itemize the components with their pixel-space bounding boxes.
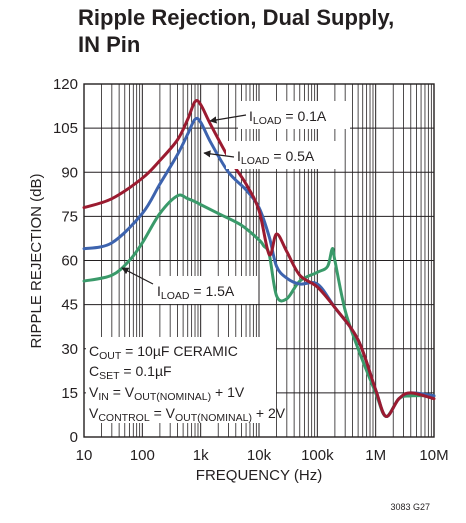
x-axis-label: FREQUENCY (Hz) xyxy=(196,467,322,484)
annotation-cset: CSET = 0.1µF xyxy=(89,363,172,382)
series-lines xyxy=(82,98,436,418)
y-tick-label: 45 xyxy=(61,297,78,314)
annotation-background xyxy=(86,337,276,423)
y-tick-label: 60 xyxy=(61,253,78,270)
series-label-iload-1-5a: ILOAD = 1.5A xyxy=(157,283,235,302)
series-line-iload-1-5a xyxy=(82,193,436,418)
y-axis-label: RIPPLE REJECTION (dB) xyxy=(28,173,45,348)
series-labels: ILOAD = 0.1A ILOAD = 0.5A ILOAD = 1.5A xyxy=(121,101,350,304)
x-tick-label: 10M xyxy=(419,447,448,464)
annotation-vin: VIN = VOUT(NOMINAL) + 1V xyxy=(89,384,245,403)
label-background xyxy=(238,101,350,129)
label-background xyxy=(146,276,258,304)
x-tick-label: 10k xyxy=(247,447,272,464)
y-tick-label: 75 xyxy=(61,208,78,225)
y-tick-label: 15 xyxy=(61,385,78,402)
y-tick-label: 30 xyxy=(61,341,78,358)
label-background xyxy=(226,141,338,169)
annotation-vcontrol: VCONTROL = VOUT(NOMINAL) + 2V xyxy=(89,405,286,424)
y-tick-label: 90 xyxy=(61,164,78,181)
x-tick-label: 100 xyxy=(130,447,155,464)
leader-arrow xyxy=(209,114,247,124)
annotation-cout: COUT = 10µF CERAMIC xyxy=(89,343,238,362)
plot-frame xyxy=(83,83,435,438)
x-tick-label: 1M xyxy=(365,447,386,464)
y-tick-label: 120 xyxy=(53,76,78,93)
y-tick-label: 105 xyxy=(53,120,78,137)
leader-arrow xyxy=(121,267,154,285)
tick-labels: 10 100 1k 10k 100k 1M 10M 0 15 30 45 60 75 90 105 120 xyxy=(53,76,449,464)
x-tick-label: 100k xyxy=(301,447,334,464)
figure-code: 3083 G27 xyxy=(390,502,430,512)
series-line-iload-0-1a xyxy=(82,98,436,418)
series-label-iload-0-1a: ILOAD = 0.1A xyxy=(249,108,327,127)
y-tick-label: 0 xyxy=(70,429,78,446)
x-tick-label: 1k xyxy=(193,447,209,464)
leader-arrow xyxy=(203,150,235,158)
x-tick-label: 10 xyxy=(76,447,93,464)
series-label-iload-0-5a: ILOAD = 0.5A xyxy=(237,148,315,167)
chart-title: Ripple Rejection, Dual Supply, IN Pin xyxy=(78,5,395,57)
